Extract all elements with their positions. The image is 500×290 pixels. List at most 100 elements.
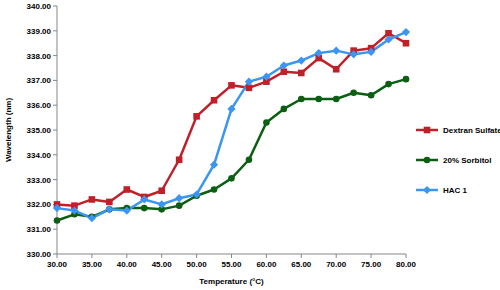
y-tick — [53, 229, 57, 230]
y-tick — [53, 179, 57, 180]
data-point — [350, 90, 357, 97]
x-tick-label: 35.00 — [82, 260, 103, 269]
data-point — [281, 106, 288, 113]
x-tick-label: 65.00 — [291, 260, 312, 269]
data-point — [297, 56, 305, 64]
data-point — [228, 175, 235, 182]
data-point — [158, 187, 165, 194]
data-point — [105, 205, 113, 213]
data-point — [211, 97, 218, 104]
x-tick — [336, 254, 337, 258]
x-tick — [301, 254, 302, 258]
y-tick — [53, 154, 57, 155]
data-point — [246, 156, 253, 163]
data-point — [315, 49, 323, 57]
data-point — [70, 207, 78, 215]
data-point — [280, 61, 288, 69]
legend-label: Dextran Sulfate — [443, 126, 500, 135]
x-axis-label: Temperature (°C) — [199, 277, 264, 286]
data-point — [384, 35, 392, 43]
x-tick — [57, 254, 58, 258]
data-point — [315, 96, 322, 103]
data-point — [402, 28, 410, 36]
data-point — [333, 96, 340, 103]
x-tick — [371, 254, 372, 258]
x-tick-label: 70.00 — [326, 260, 347, 269]
y-tick — [53, 105, 57, 106]
data-point — [333, 66, 340, 73]
data-point — [211, 186, 218, 193]
data-point — [140, 195, 148, 203]
y-tick — [53, 80, 57, 81]
x-tick-label: 80.00 — [396, 260, 417, 269]
x-tick — [406, 254, 407, 258]
data-point — [53, 204, 61, 212]
data-point — [193, 190, 201, 198]
legend: Dextran Sulfate 20% Sorbitol HAC 1 — [416, 126, 500, 195]
x-tick-label: 75.00 — [361, 260, 382, 269]
y-tick — [53, 130, 57, 131]
y-tick — [53, 6, 57, 7]
data-point — [193, 113, 200, 120]
data-point — [89, 196, 96, 203]
data-point — [124, 186, 131, 193]
y-tick-label: 334.00 — [27, 151, 52, 160]
series-line — [57, 33, 406, 205]
data-point — [263, 119, 270, 126]
data-point — [368, 92, 375, 99]
y-tick-label: 332.00 — [27, 200, 52, 209]
legend-marker — [424, 127, 431, 134]
data-point — [228, 82, 235, 89]
legend-marker — [424, 157, 431, 164]
x-tick — [126, 254, 127, 258]
data-point — [88, 214, 96, 222]
x-tick — [231, 254, 232, 258]
plot-area — [53, 28, 410, 224]
y-tick-label: 333.00 — [27, 176, 52, 185]
y-tick-label: 331.00 — [27, 225, 52, 234]
data-point — [403, 76, 410, 83]
data-point — [298, 96, 305, 103]
x-tick-label: 60.00 — [256, 260, 277, 269]
y-tick-label: 336.00 — [27, 101, 52, 110]
x-tick — [196, 254, 197, 258]
data-point — [403, 40, 410, 47]
y-tick — [53, 30, 57, 31]
x-tick-label: 55.00 — [221, 260, 242, 269]
data-point — [350, 50, 358, 58]
x-tick-label: 45.00 — [152, 260, 173, 269]
data-point — [106, 199, 113, 206]
legend-label: HAC 1 — [443, 186, 468, 195]
y-tick-label: 340.00 — [27, 2, 52, 11]
series-line — [57, 32, 406, 218]
legend-marker — [423, 186, 431, 194]
data-point — [123, 207, 131, 215]
data-point — [227, 105, 235, 113]
x-tick-label: 50.00 — [187, 260, 208, 269]
data-point — [367, 48, 375, 56]
x-tick-label: 40.00 — [117, 260, 138, 269]
data-point — [141, 205, 148, 212]
x-tick — [91, 254, 92, 258]
y-axis-label: Wavelength (nm) — [4, 98, 13, 162]
y-tick-label: 335.00 — [27, 126, 52, 135]
x-tick-label: 30.00 — [47, 260, 68, 269]
data-point — [106, 206, 113, 213]
data-point — [298, 70, 305, 77]
x-tick — [161, 254, 162, 258]
data-point — [176, 156, 183, 163]
data-point — [385, 81, 392, 88]
y-tick-label: 330.00 — [27, 250, 52, 259]
data-point — [158, 200, 166, 208]
legend-label: 20% Sorbitol — [443, 156, 491, 165]
series-line — [57, 79, 406, 220]
y-tick — [53, 254, 57, 255]
data-point — [332, 47, 340, 55]
y-tick — [53, 55, 57, 56]
data-point — [262, 73, 270, 81]
y-tick-label: 339.00 — [27, 27, 52, 36]
data-point — [176, 202, 183, 209]
data-point — [54, 217, 61, 224]
x-tick — [266, 254, 267, 258]
data-point — [245, 78, 253, 86]
